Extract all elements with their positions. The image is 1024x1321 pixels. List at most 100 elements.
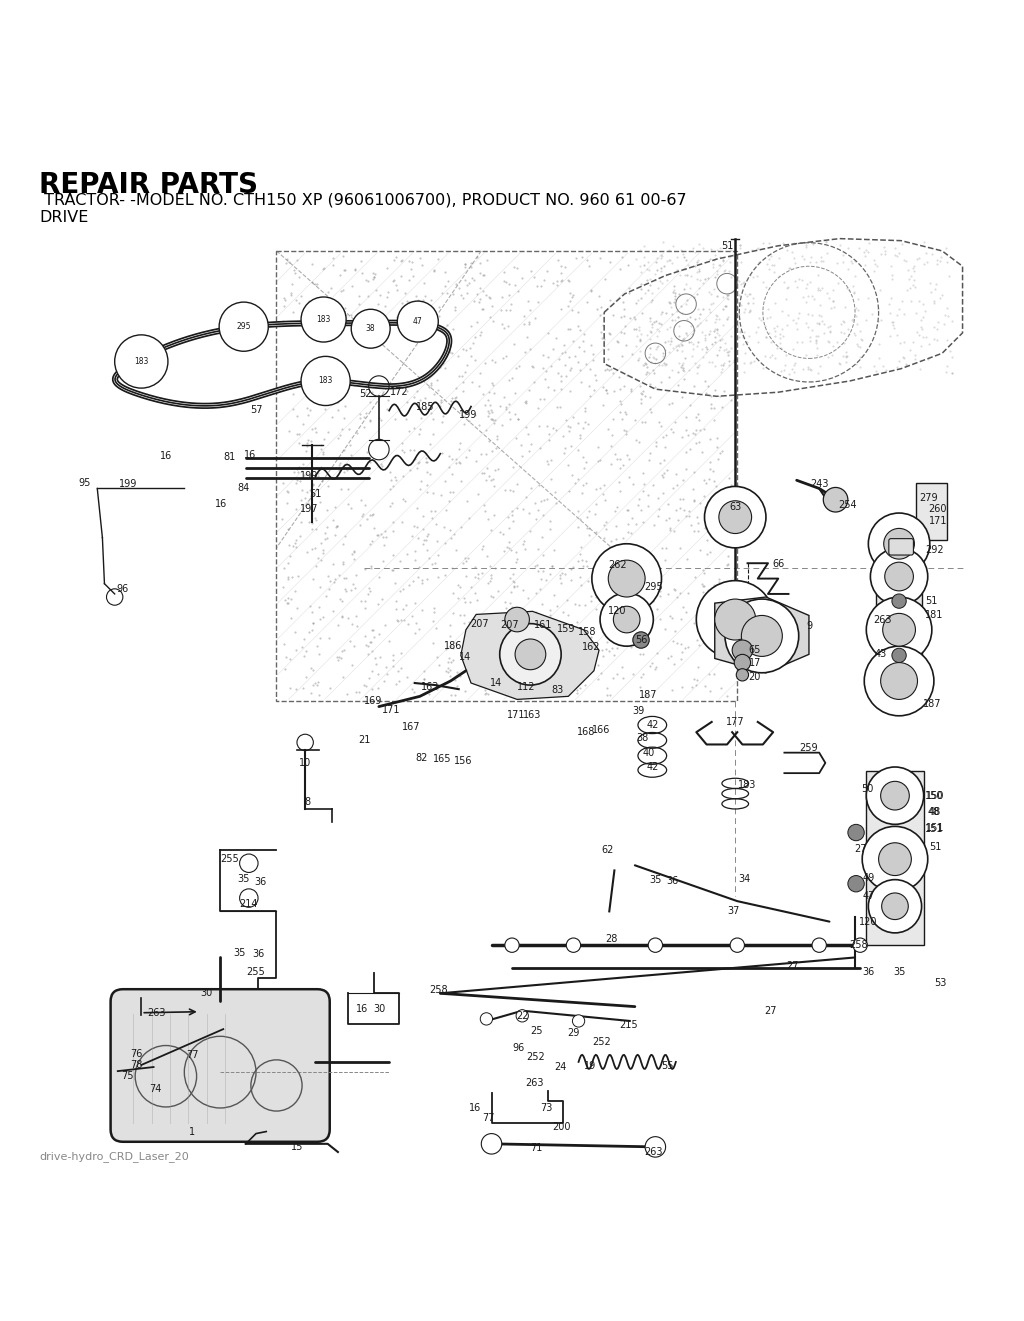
Point bbox=[456, 413, 472, 435]
Point bbox=[428, 617, 444, 638]
Point bbox=[291, 349, 307, 370]
Point bbox=[419, 452, 435, 473]
Point bbox=[628, 248, 644, 269]
Point bbox=[633, 288, 649, 309]
Point bbox=[678, 250, 694, 271]
Point bbox=[726, 351, 742, 373]
Point bbox=[809, 345, 825, 366]
Text: 156: 156 bbox=[454, 756, 472, 766]
Point bbox=[501, 518, 517, 539]
Point bbox=[906, 349, 923, 370]
Point bbox=[550, 250, 566, 271]
Point bbox=[276, 658, 293, 679]
Point bbox=[557, 645, 573, 666]
FancyBboxPatch shape bbox=[916, 483, 947, 540]
Point bbox=[707, 575, 723, 596]
Point bbox=[706, 470, 722, 491]
Point bbox=[878, 359, 894, 380]
Point bbox=[675, 357, 691, 378]
Point bbox=[395, 579, 412, 600]
Point bbox=[737, 299, 754, 320]
Point bbox=[614, 633, 631, 654]
Point bbox=[569, 316, 586, 337]
Point bbox=[811, 305, 827, 326]
Point bbox=[804, 285, 820, 306]
Point bbox=[366, 267, 382, 288]
Point bbox=[679, 548, 695, 569]
Point bbox=[458, 339, 474, 361]
Point bbox=[709, 318, 725, 339]
Point bbox=[785, 362, 802, 383]
Point bbox=[616, 376, 633, 398]
Point bbox=[417, 388, 433, 410]
Point bbox=[288, 289, 304, 310]
Point bbox=[814, 310, 830, 332]
Point bbox=[493, 522, 509, 543]
Point bbox=[700, 514, 717, 535]
Point bbox=[791, 268, 807, 289]
Point bbox=[711, 339, 727, 361]
Point bbox=[655, 482, 672, 503]
Text: 55: 55 bbox=[662, 1061, 674, 1071]
Point bbox=[501, 394, 517, 415]
Point bbox=[607, 528, 624, 550]
Point bbox=[674, 341, 690, 362]
Point bbox=[487, 351, 504, 373]
Point bbox=[304, 620, 321, 641]
Point bbox=[662, 292, 678, 313]
Point bbox=[920, 349, 936, 370]
Point bbox=[677, 347, 693, 369]
Point bbox=[658, 264, 675, 285]
Point bbox=[318, 457, 335, 478]
Point bbox=[325, 600, 341, 621]
Point bbox=[607, 501, 624, 522]
Point bbox=[852, 357, 868, 378]
Point bbox=[301, 622, 317, 643]
Point bbox=[689, 362, 706, 383]
Point bbox=[305, 659, 322, 680]
Point bbox=[469, 312, 485, 333]
Point bbox=[475, 299, 492, 320]
Point bbox=[804, 305, 820, 326]
Point bbox=[295, 678, 311, 699]
Point bbox=[364, 362, 380, 383]
Point bbox=[672, 583, 688, 604]
Point bbox=[689, 314, 706, 336]
Point bbox=[914, 293, 931, 314]
Point bbox=[415, 569, 431, 590]
Point bbox=[646, 658, 663, 679]
Point bbox=[667, 621, 683, 642]
Point bbox=[640, 485, 656, 506]
Point bbox=[603, 531, 620, 552]
Point bbox=[400, 269, 417, 291]
Point bbox=[476, 639, 493, 660]
Point bbox=[769, 316, 785, 337]
Point bbox=[569, 501, 586, 522]
Point bbox=[409, 457, 425, 478]
Point bbox=[686, 490, 702, 511]
Point bbox=[656, 353, 673, 374]
Point bbox=[559, 589, 575, 610]
Point bbox=[430, 296, 446, 317]
Point bbox=[480, 572, 497, 593]
Point bbox=[821, 321, 838, 342]
Point bbox=[634, 303, 650, 324]
Point bbox=[691, 410, 708, 431]
Point bbox=[711, 572, 727, 593]
Point bbox=[406, 370, 422, 391]
Point bbox=[654, 538, 671, 559]
Point bbox=[584, 626, 600, 647]
Point bbox=[798, 292, 814, 313]
Point bbox=[938, 361, 954, 382]
Point bbox=[757, 345, 773, 366]
Point bbox=[809, 338, 825, 359]
Point bbox=[609, 330, 626, 351]
Point bbox=[536, 269, 552, 291]
Point bbox=[583, 334, 599, 355]
Point bbox=[281, 251, 297, 272]
Point bbox=[628, 293, 644, 314]
Point bbox=[471, 608, 487, 629]
Point bbox=[689, 336, 706, 357]
Point bbox=[336, 440, 352, 461]
Point bbox=[647, 338, 664, 359]
